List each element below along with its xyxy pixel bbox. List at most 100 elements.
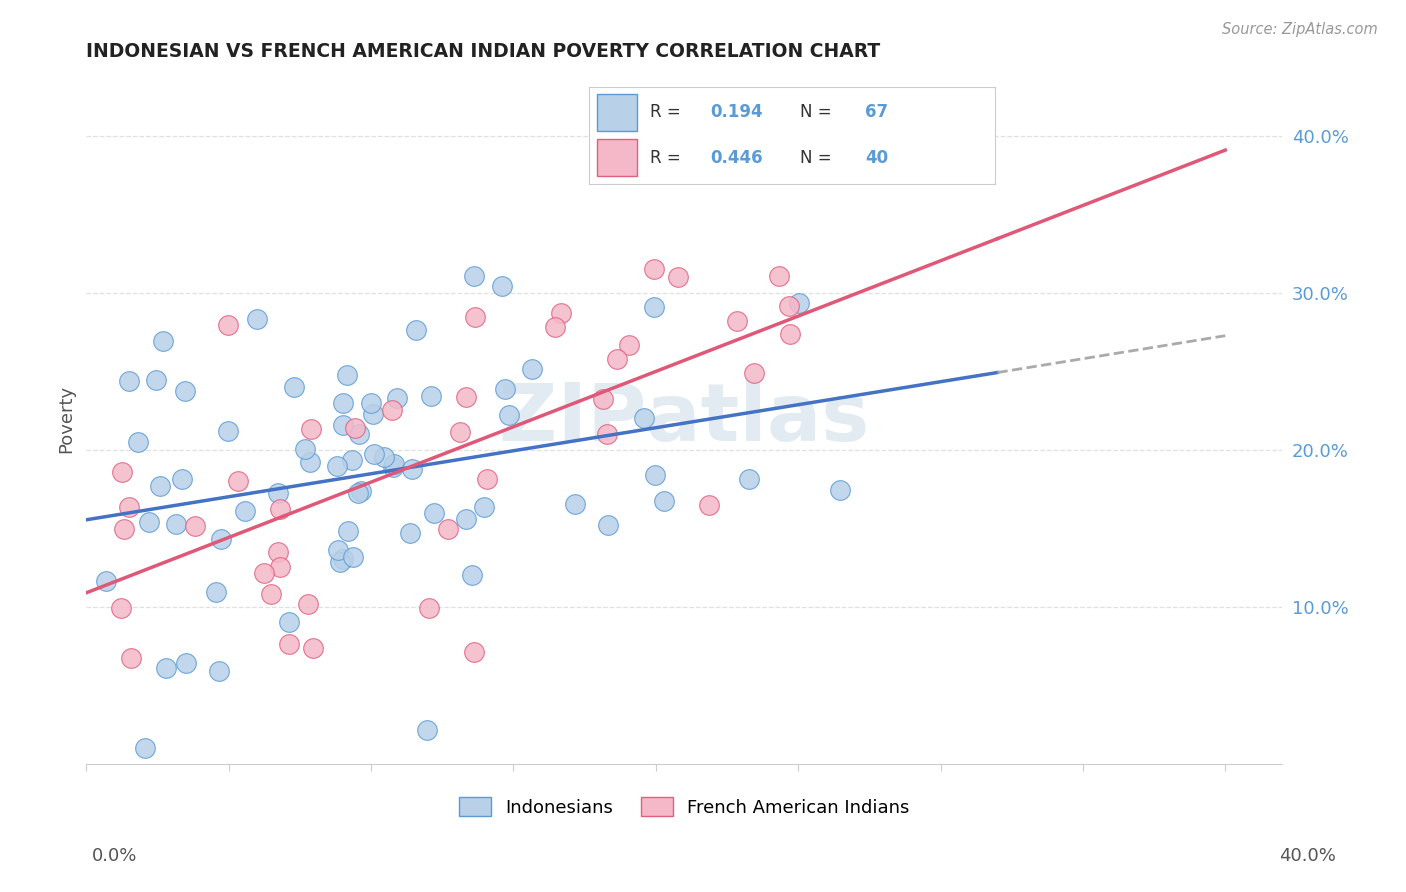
Point xyxy=(789,296,811,310)
Point xyxy=(385,392,408,406)
Point xyxy=(449,425,471,440)
Text: ZIP​atlas: ZIP​atlas xyxy=(499,380,869,458)
Point xyxy=(96,574,118,588)
Point xyxy=(463,269,485,284)
Point xyxy=(361,408,384,422)
Point xyxy=(619,338,641,352)
Point xyxy=(592,392,614,407)
Point xyxy=(176,656,198,670)
Point xyxy=(277,615,299,629)
Point xyxy=(344,421,367,435)
Point xyxy=(342,549,364,564)
Point xyxy=(381,459,404,474)
Point xyxy=(120,651,142,665)
Point xyxy=(217,318,239,333)
Point xyxy=(217,425,239,439)
Point xyxy=(294,442,316,456)
Point xyxy=(278,637,301,651)
Point xyxy=(737,472,759,486)
Text: Source: ZipAtlas.com: Source: ZipAtlas.com xyxy=(1222,22,1378,37)
Point xyxy=(209,533,232,547)
Text: 0.0%: 0.0% xyxy=(91,847,136,865)
Point xyxy=(253,566,276,580)
Point xyxy=(283,380,305,394)
Point xyxy=(228,475,250,489)
Point xyxy=(461,567,484,582)
Point xyxy=(423,506,446,520)
Point xyxy=(332,552,354,566)
Point xyxy=(725,313,748,327)
Point xyxy=(155,661,177,675)
Point xyxy=(596,517,619,532)
Point xyxy=(149,479,172,493)
Point xyxy=(464,310,486,324)
Point xyxy=(666,270,689,285)
Point xyxy=(326,542,349,557)
Point xyxy=(246,312,269,326)
Point xyxy=(299,455,322,469)
Point xyxy=(652,493,675,508)
Point xyxy=(269,559,291,574)
Point xyxy=(332,396,354,410)
Point xyxy=(399,526,422,541)
Point xyxy=(337,524,360,538)
Point xyxy=(184,519,207,533)
Point xyxy=(152,334,174,349)
Point xyxy=(768,268,790,283)
Point xyxy=(381,402,404,417)
Point xyxy=(302,640,325,655)
Point xyxy=(463,645,485,659)
Point xyxy=(596,426,619,441)
Point xyxy=(643,261,665,276)
Point xyxy=(145,373,167,387)
Point xyxy=(172,472,194,486)
Point xyxy=(456,391,478,405)
Point xyxy=(550,306,572,320)
Point xyxy=(779,300,801,314)
Point xyxy=(165,516,187,531)
Point xyxy=(118,500,141,514)
Point xyxy=(742,366,765,380)
Point xyxy=(347,486,370,500)
Point xyxy=(418,600,440,615)
Point xyxy=(420,389,443,403)
Point xyxy=(329,555,352,569)
Point xyxy=(475,472,498,486)
Point xyxy=(498,408,520,422)
Point xyxy=(606,351,628,366)
Point xyxy=(297,598,319,612)
Point xyxy=(564,497,586,511)
Text: 40.0%: 40.0% xyxy=(1279,847,1336,865)
Point xyxy=(472,500,495,514)
Y-axis label: Poverty: Poverty xyxy=(58,384,75,452)
Point xyxy=(138,516,160,530)
Point xyxy=(233,503,256,517)
Point xyxy=(633,411,655,425)
Point xyxy=(401,461,423,475)
Point xyxy=(267,486,290,500)
Point xyxy=(644,468,666,483)
Point xyxy=(350,484,373,499)
Point xyxy=(114,522,136,536)
Point xyxy=(643,301,665,315)
Point xyxy=(326,458,349,473)
Point xyxy=(269,501,291,516)
Point xyxy=(110,600,132,615)
Point xyxy=(208,665,231,679)
Point xyxy=(779,326,801,341)
Point xyxy=(332,418,354,433)
Point xyxy=(360,395,382,409)
Point xyxy=(491,279,513,293)
Point xyxy=(204,584,226,599)
Point xyxy=(134,741,156,756)
Point xyxy=(382,457,405,471)
Point xyxy=(111,466,134,480)
Point xyxy=(494,383,516,397)
Point xyxy=(456,512,478,526)
Point xyxy=(347,426,370,441)
Point xyxy=(260,587,283,601)
Point xyxy=(697,499,720,513)
Point xyxy=(405,323,427,337)
Point xyxy=(544,320,567,334)
Point xyxy=(127,435,149,450)
